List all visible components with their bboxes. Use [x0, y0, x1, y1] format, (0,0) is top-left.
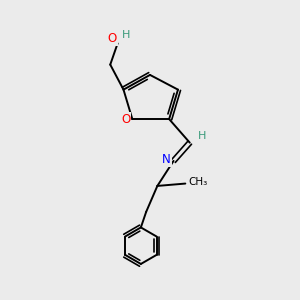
- Text: O: O: [108, 32, 117, 46]
- Text: H: H: [122, 30, 130, 40]
- Text: CH₃: CH₃: [188, 177, 207, 187]
- Text: H: H: [198, 131, 206, 141]
- Text: O: O: [121, 112, 130, 126]
- Text: N: N: [162, 153, 171, 166]
